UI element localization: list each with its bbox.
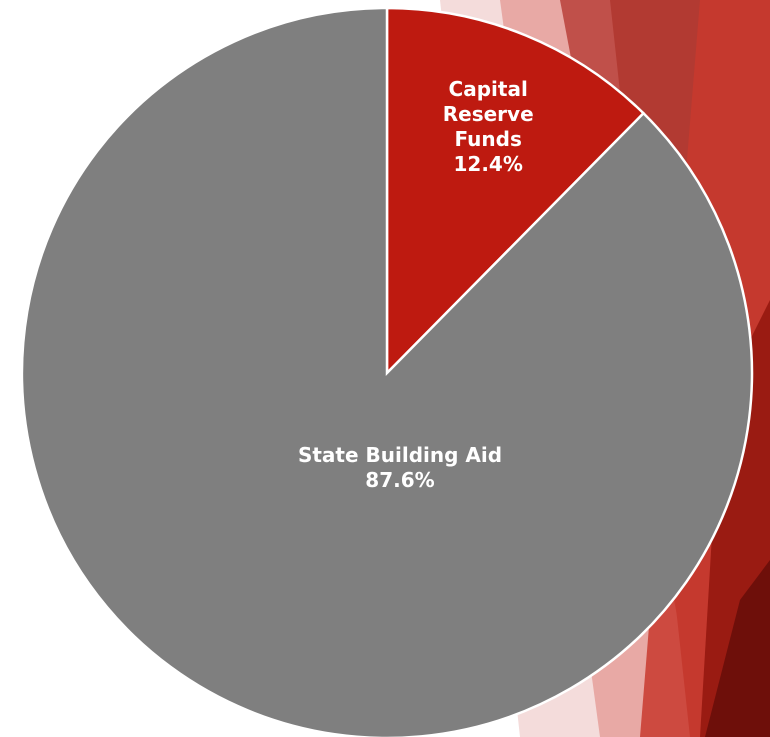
pie-slice [20,6,754,737]
slice-label: Capital Reserve Funds 12.4% [423,77,553,177]
pie [20,6,754,737]
value-label: 87.6% [365,468,435,492]
pie-slice [385,6,646,377]
value-label: 12.4% [453,151,523,176]
category-label: Capital Reserve Funds [442,76,534,151]
slice-label: State Building Aid 87.6% [250,443,550,493]
category-label: State Building Aid [297,443,503,467]
